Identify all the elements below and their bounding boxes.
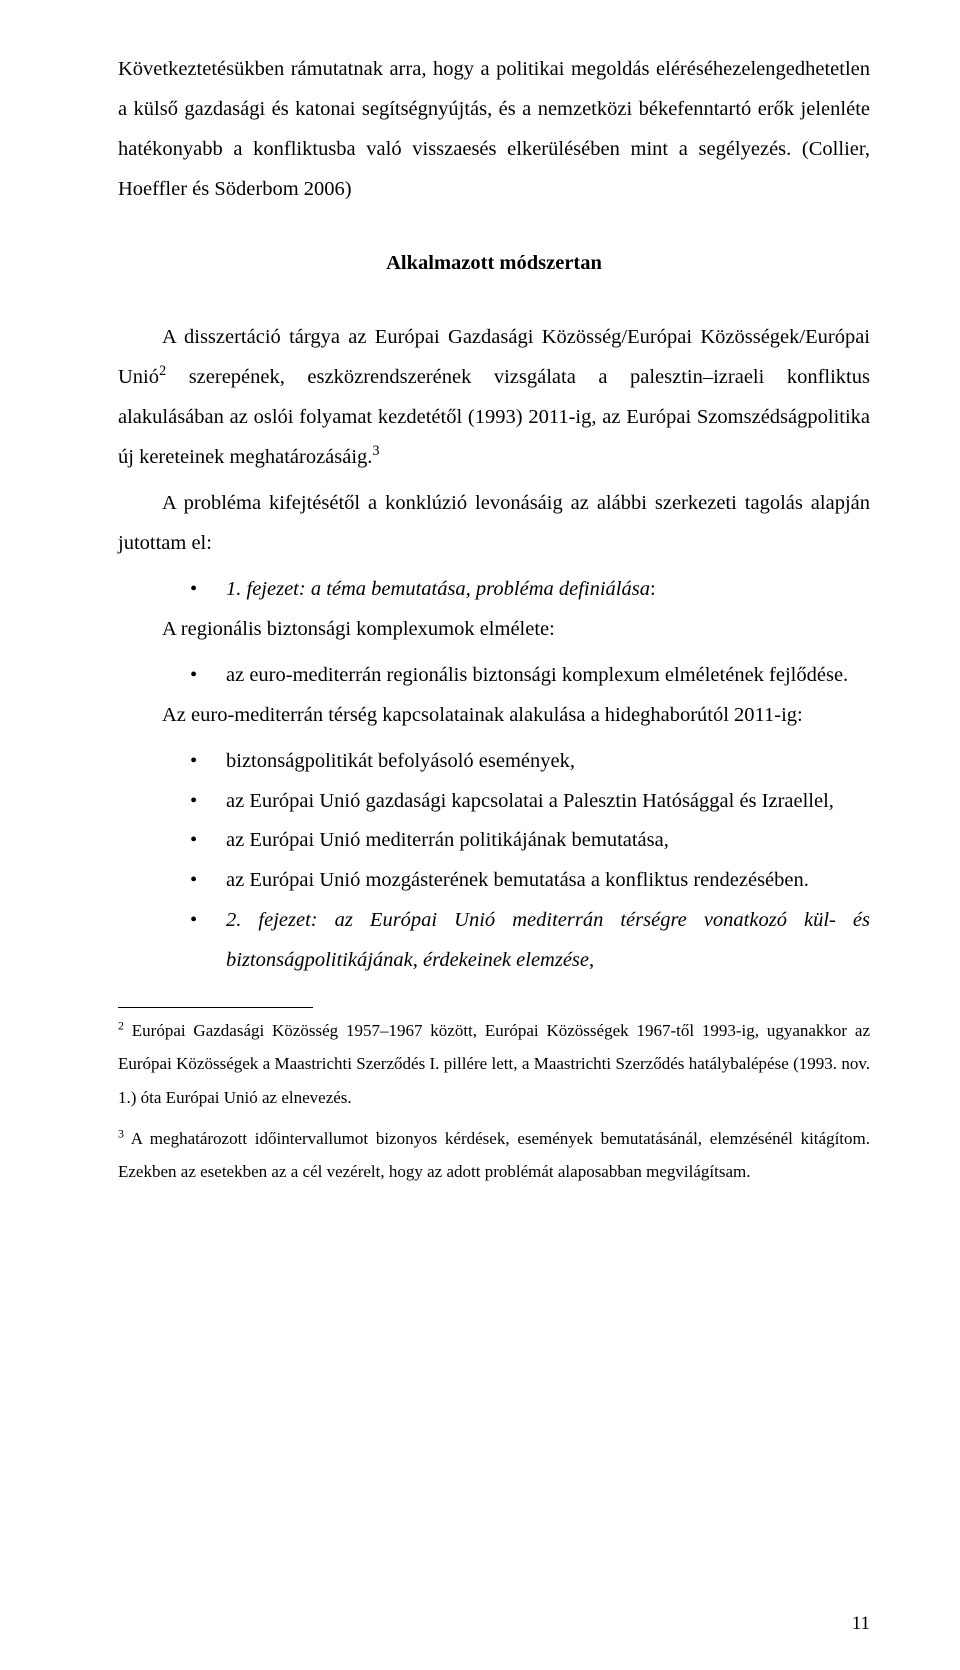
paragraph-subheading-1: A regionális biztonsági komplexumok elmé… — [118, 610, 870, 650]
footnote-separator — [118, 1007, 313, 1008]
list-item: az Európai Unió gazdasági kapcsolatai a … — [118, 782, 870, 822]
paragraph-method-2: A probléma kifejtésétől a konklúzió levo… — [118, 484, 870, 564]
text-run: , — [589, 949, 594, 971]
list-item: az Európai Unió mozgásterének bemutatása… — [118, 861, 870, 901]
list-item: az euro-mediterrán regionális biztonsági… — [118, 656, 870, 696]
bullet-list-sub-1: az euro-mediterrán regionális biztonsági… — [118, 656, 870, 696]
footnotes: 2 Európai Gazdasági Közösség 1957–1967 k… — [118, 1014, 870, 1188]
text-run: : — [650, 578, 656, 600]
footnote-ref-3: 3 — [372, 443, 379, 459]
bullet-list-chapters: 1. fejezet: a téma bemutatása, probléma … — [118, 570, 870, 610]
list-item: 2. fejezet: az Európai Unió mediterrán t… — [118, 901, 870, 981]
text-run: szerepének, eszközrendszerének vizsgálat… — [118, 366, 870, 468]
footnote-text: A meghatározott időintervallumot bizonyo… — [118, 1129, 870, 1181]
list-item: biztonságpolitikát befolyásoló események… — [118, 742, 870, 782]
page-number: 11 — [852, 1605, 870, 1642]
document-page: Következtetésükben rámutatnak arra, hogy… — [0, 0, 960, 1670]
list-item: 1. fejezet: a téma bemutatása, probléma … — [118, 570, 870, 610]
list-item: az Európai Unió mediterrán politikájának… — [118, 821, 870, 861]
section-heading: Alkalmazott módszertan — [118, 244, 870, 284]
chapter-title: 2. fejezet: az Európai Unió mediterrán t… — [226, 909, 870, 971]
footnote-2: 2 Európai Gazdasági Közösség 1957–1967 k… — [118, 1014, 870, 1113]
footnote-3: 3 A meghatározott időintervallumot bizon… — [118, 1122, 870, 1188]
footnote-text: Európai Gazdasági Közösség 1957–1967 köz… — [118, 1021, 870, 1106]
bullet-list-sub-2: biztonságpolitikát befolyásoló események… — [118, 742, 870, 982]
paragraph-intro: Következtetésükben rámutatnak arra, hogy… — [118, 50, 870, 210]
chapter-title: 1. fejezet: a téma bemutatása, probléma … — [226, 578, 650, 600]
paragraph-subheading-2: Az euro-mediterrán térség kapcsolatainak… — [118, 696, 870, 736]
paragraph-method-1: A disszertáció tárgya az Európai Gazdasá… — [118, 318, 870, 478]
